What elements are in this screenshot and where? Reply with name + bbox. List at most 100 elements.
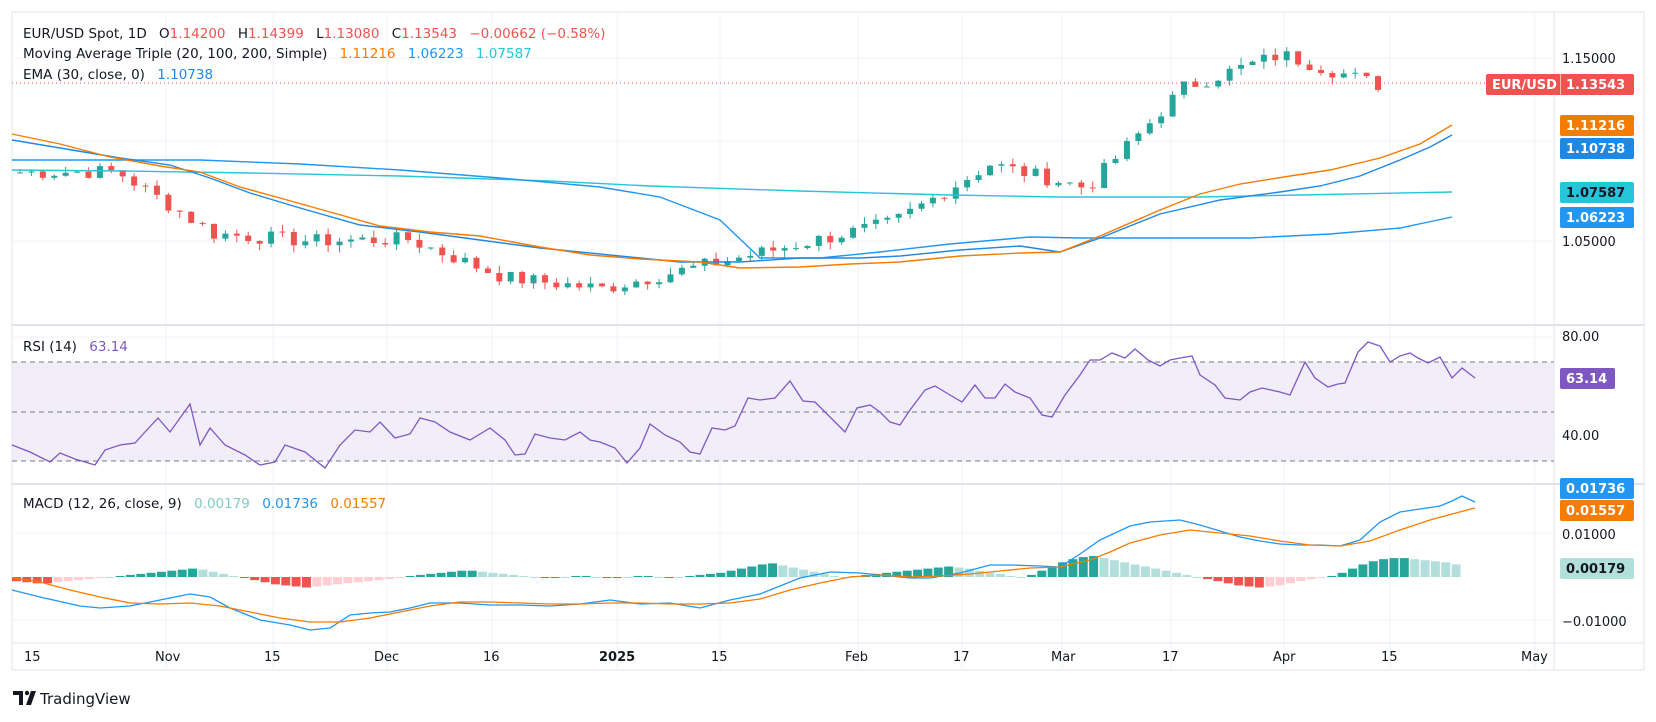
time-tick-dec16: 16 <box>483 650 500 665</box>
time-tick-oct15: 15 <box>24 650 41 665</box>
macd-histogram-bar <box>1203 577 1213 580</box>
macd-histogram-bar <box>1172 572 1181 577</box>
candle-body <box>724 261 731 266</box>
legend-l-label: L <box>316 26 324 42</box>
candle-body <box>268 231 275 244</box>
candle-body <box>541 275 548 283</box>
legend-l-value: 1.13080 <box>324 26 380 42</box>
macd-histogram-bar <box>964 568 974 577</box>
ema-tag-value: 1.10738 <box>1566 142 1625 157</box>
macd-histogram-bar <box>105 577 115 578</box>
candle-body <box>576 283 583 288</box>
candle-body <box>507 272 514 282</box>
legend-macd-hist-value: 0.00179 <box>194 496 250 512</box>
macd-histogram-bar <box>913 569 923 577</box>
candle-body <box>1181 81 1187 95</box>
macd-line <box>11 495 1476 631</box>
rsi-line <box>11 341 1476 469</box>
macd-histogram-bar <box>1337 572 1347 577</box>
candle-body <box>1215 80 1222 87</box>
macd-histogram-bar <box>1420 560 1430 577</box>
candle-body <box>96 166 103 178</box>
macd-histogram-bar <box>125 574 135 577</box>
macd-histogram-bar <box>975 570 985 577</box>
macd-histogram-bar <box>167 570 177 577</box>
legend-c-value: 1.13543 <box>401 26 457 42</box>
time-tick-dec: Dec <box>374 650 399 665</box>
ma200-tag: 1.07587 <box>1560 182 1634 203</box>
candle-body <box>907 208 914 214</box>
macd-histogram-bar <box>198 569 208 577</box>
macd-histogram-bar <box>1317 577 1326 579</box>
macd-signal-tag: 0.01557 <box>1560 500 1634 521</box>
macd-histogram-bar <box>395 577 405 579</box>
candle-body <box>359 237 366 240</box>
macd-histogram-bar <box>488 572 498 577</box>
macd-histogram-bar <box>270 577 280 585</box>
candle-body <box>987 165 993 176</box>
candle-body <box>462 257 469 263</box>
symbol-tag-label: EUR/USD <box>1492 78 1557 93</box>
candle-body <box>427 247 434 249</box>
legend-ema-label: EMA (30, close, 0) <box>23 67 145 83</box>
macd-histogram-bar <box>747 566 757 577</box>
candle-body <box>1352 72 1359 74</box>
macd-histogram-bar <box>1254 577 1264 588</box>
macd-histogram-bar <box>1109 560 1119 577</box>
candle-body <box>553 282 560 288</box>
macd-histogram-bar <box>1027 574 1036 577</box>
macd-histogram-bar <box>302 577 311 588</box>
candle-body <box>393 232 400 245</box>
macd-histogram-bar <box>654 577 664 578</box>
candle-body <box>176 210 183 212</box>
candle-body <box>279 231 286 233</box>
candle-body <box>530 275 537 284</box>
macd-histogram-bar <box>664 577 674 579</box>
macd-histogram-bar <box>1037 570 1047 577</box>
candle-body <box>1249 61 1256 66</box>
macd-histogram-bar <box>1099 558 1109 577</box>
candle-body <box>1089 187 1096 189</box>
candle-body <box>1158 116 1165 124</box>
candle-body <box>929 197 936 204</box>
macd-signal-line <box>11 507 1476 623</box>
candle-body <box>1203 86 1210 88</box>
candle-body <box>1260 54 1267 62</box>
macd-histogram-bar <box>674 577 684 578</box>
candle-body <box>119 170 126 177</box>
candle-body <box>587 283 594 288</box>
time-tick-apr: Apr <box>1273 650 1296 665</box>
macd-histogram-bar <box>322 577 332 586</box>
candle-body <box>758 247 765 256</box>
macd-histogram-bar <box>1078 557 1088 577</box>
macd-histogram-bar <box>778 565 788 577</box>
candle-body <box>39 171 46 178</box>
legend-o-value: 1.14200 <box>170 26 226 42</box>
macd-histogram-bar <box>809 571 819 577</box>
macd-histogram-bar <box>84 577 94 580</box>
candle-body <box>245 235 252 242</box>
candle-body <box>1009 164 1016 167</box>
ema30-line <box>11 134 1453 263</box>
macd-histogram-bar <box>260 577 270 583</box>
ma100-tag: 1.06223 <box>1560 207 1634 228</box>
macd-histogram-bar <box>415 574 425 577</box>
macd-histogram-bar <box>426 573 436 577</box>
candle-body <box>1283 51 1290 61</box>
legend-ma-line: Moving Average Triple (20, 100, 200, Sim… <box>23 46 532 62</box>
candle-body <box>211 223 217 239</box>
macd-histogram-bar <box>1016 577 1026 578</box>
candle-body <box>838 237 845 243</box>
candle-body <box>222 233 229 239</box>
macd-histogram <box>12 556 1461 588</box>
candle-body <box>781 248 788 251</box>
candle-body <box>1032 168 1039 176</box>
candle-body <box>519 272 526 284</box>
macd-histogram-bar <box>281 577 291 586</box>
macd-histogram-bar <box>1368 561 1378 577</box>
legend-c-label: C <box>392 26 401 42</box>
candle-body <box>1272 54 1279 61</box>
macd-histogram-bar <box>550 577 560 579</box>
macd-tick-1: 0.01000 <box>1562 528 1616 543</box>
candle-body <box>1123 141 1130 159</box>
